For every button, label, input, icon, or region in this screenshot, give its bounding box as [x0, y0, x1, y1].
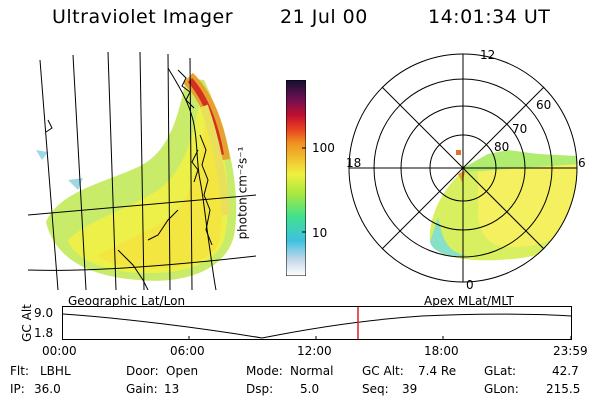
polar-lat-80: 80 — [494, 140, 510, 154]
gcalt-label: GC Alt: — [362, 364, 404, 378]
geographic-map — [28, 51, 256, 290]
filter-value: LBHL — [40, 364, 71, 378]
timeline-y-label: GC Alt — [19, 304, 34, 342]
geographic-panel-label: Geographic Lat/Lon — [68, 294, 186, 308]
apex-panel-label: Apex MLat/MLT — [424, 294, 514, 308]
glon-label: GLon: — [484, 382, 519, 396]
colorbar-tick-100: 100 — [312, 141, 335, 155]
gain-label: Gain: — [126, 382, 158, 396]
colorbar — [286, 80, 306, 276]
polar-lat-70: 70 — [512, 122, 528, 136]
ip-value: 36.0 — [34, 382, 61, 396]
time-label: 14:01:34 UT — [428, 6, 551, 28]
seq-label: Seq: — [362, 382, 389, 396]
timeline-tick-1: 06:00 — [170, 344, 205, 358]
timeline-tick-0: 00:00 — [42, 344, 77, 358]
polar-label-6: 6 — [578, 156, 586, 170]
instrument-title: Ultraviolet Imager — [52, 6, 234, 28]
colorbar-units: photon cm⁻²s⁻¹ — [235, 146, 250, 240]
mode-label: Mode: — [246, 364, 283, 378]
dsp-value: 5.0 — [300, 382, 320, 396]
polar-plot — [348, 53, 578, 283]
dsp-label: Dsp: — [246, 382, 274, 396]
seq-value: 39 — [402, 382, 418, 396]
timeline-tick-3: 18:00 — [424, 344, 459, 358]
polar-label-18: 18 — [346, 156, 362, 170]
polar-label-12: 12 — [480, 48, 496, 62]
polar-label-0: 0 — [466, 278, 474, 292]
colorbar-tick-10: 10 — [312, 226, 328, 240]
timeline-tick-2: 12:00 — [297, 344, 332, 358]
altitude-timeline — [62, 306, 572, 340]
gain-value: 13 — [164, 382, 180, 396]
timeline-y-max: 9.0 — [34, 306, 54, 320]
mode-value: Normal — [290, 364, 334, 378]
timeline-tick-4: 23:59 — [553, 344, 588, 358]
filter-label: Flt: — [10, 364, 29, 378]
date-label: 21 Jul 00 — [280, 6, 368, 28]
glon-value: 215.5 — [546, 382, 581, 396]
gcalt-value: 7.4 Re — [418, 364, 457, 378]
glat-value: 42.7 — [552, 364, 579, 378]
ip-label: IP: — [10, 382, 25, 396]
door-label: Door: — [126, 364, 159, 378]
timeline-y-min: 1.8 — [34, 326, 54, 340]
polar-lat-60: 60 — [536, 98, 552, 112]
door-value: Open — [166, 364, 199, 378]
glat-label: GLat: — [484, 364, 517, 378]
